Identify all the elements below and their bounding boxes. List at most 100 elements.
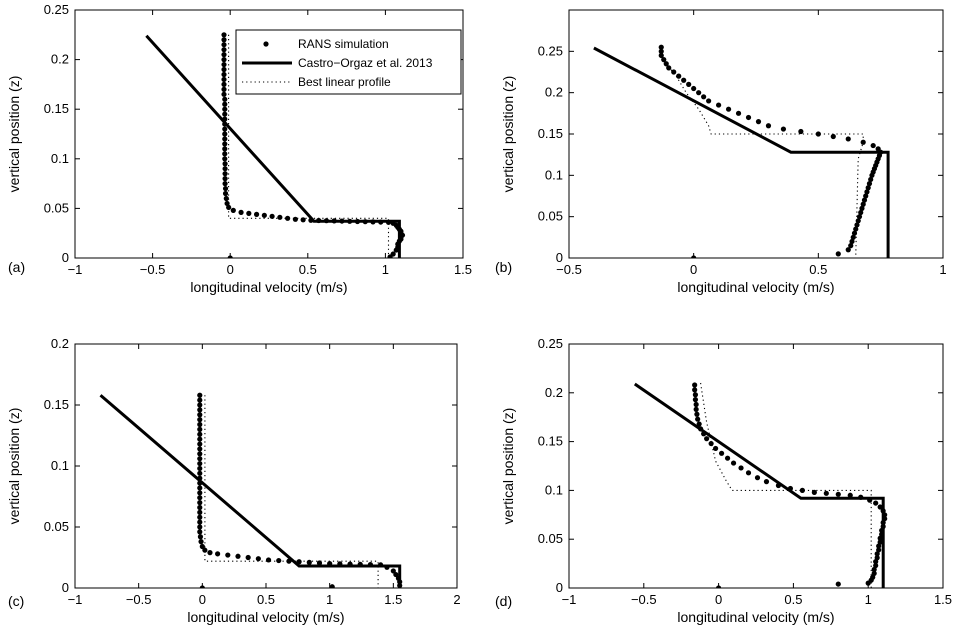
data-point	[874, 551, 880, 557]
x-tick-label: −1	[68, 592, 83, 607]
data-point	[671, 69, 677, 75]
data-point	[864, 189, 870, 195]
data-point	[730, 460, 737, 466]
data-point	[199, 543, 205, 550]
data-point	[869, 172, 875, 178]
x-tick-label: 1.5	[384, 592, 402, 607]
x-tick-label: 1	[939, 262, 946, 277]
data-point	[860, 139, 866, 145]
chart-panel-4: −1 −0.5 0 0.5 1 1.5 0 0.05 0.1 0.15 0.2 0.25 longitu…	[495, 336, 952, 625]
x-axis-label: longitudinal velocity (m/s)	[187, 609, 344, 625]
x-tick-label: −0.5	[140, 262, 166, 277]
x-tick-label: 1	[326, 592, 333, 607]
x-tick-label: 0.5	[784, 592, 802, 607]
data-point	[292, 216, 298, 222]
data-point	[855, 218, 861, 224]
data-point	[754, 475, 761, 481]
data-point	[681, 77, 687, 83]
data-point	[704, 436, 710, 442]
data-point	[306, 559, 312, 565]
data-point	[693, 406, 699, 412]
data-point	[745, 470, 752, 476]
data-point	[197, 534, 204, 540]
data-point	[708, 440, 714, 447]
data-point	[197, 417, 203, 423]
data-point	[863, 193, 869, 199]
data-point	[222, 171, 228, 177]
data-point	[835, 581, 841, 587]
axes-box	[74, 343, 458, 589]
data-point	[745, 114, 752, 121]
data-point	[661, 57, 667, 63]
data-point	[222, 185, 229, 192]
chart-panel-1: −1 −0.5 0 0.5 1 1.5 0 0.05 0.1 0.15 0.2 0.25 longitu…	[6, 2, 472, 295]
data-point	[222, 151, 228, 157]
y-tick-label: 0.2	[545, 85, 563, 100]
y-tick-label: 0.05	[44, 200, 69, 215]
x-tick-label: 1	[865, 592, 872, 607]
data-point	[755, 119, 762, 125]
data-point	[276, 557, 282, 564]
data-point	[227, 255, 233, 258]
data-point	[845, 247, 851, 253]
data-point	[215, 551, 221, 557]
x-tick-label: 2	[453, 592, 460, 607]
data-point	[197, 431, 203, 437]
y-tick-label: 0.1	[51, 458, 69, 473]
data-point	[693, 401, 699, 408]
data-point	[197, 495, 203, 501]
data-point	[874, 555, 880, 561]
data-point	[780, 126, 787, 132]
x-tick-label: 0.5	[299, 262, 317, 277]
data-point	[222, 131, 228, 137]
series-castro-orgaz-line	[633, 382, 885, 588]
data-point	[261, 212, 267, 218]
legend-entry: Castro−Orgaz et al. 2013	[298, 56, 433, 70]
data-point	[811, 489, 817, 495]
data-point	[692, 392, 699, 398]
data-point	[877, 535, 883, 541]
data-point	[197, 490, 203, 496]
plot-area	[593, 44, 890, 258]
data-point	[830, 133, 836, 140]
data-point	[197, 392, 203, 398]
x-tick-label: −0.5	[556, 262, 582, 277]
y-tick-label: 0.2	[545, 385, 563, 400]
y-tick-label: 0.25	[44, 2, 69, 17]
data-point	[197, 470, 203, 476]
data-point	[798, 128, 804, 135]
data-point	[865, 580, 871, 586]
data-point	[235, 553, 241, 559]
y-axis-label: vertical position (z)	[500, 76, 516, 193]
series-best-linear-profile	[700, 382, 872, 588]
data-point	[873, 559, 879, 565]
data-point	[222, 161, 228, 167]
data-point	[716, 585, 722, 588]
data-point	[221, 57, 227, 63]
data-point	[197, 519, 203, 525]
data-point	[390, 568, 396, 574]
data-point	[873, 500, 879, 506]
y-tick-label: 0	[556, 250, 563, 265]
plot-area	[99, 392, 403, 588]
data-point	[859, 205, 865, 211]
data-point	[658, 44, 664, 50]
x-tick-label: 0	[199, 592, 206, 607]
data-point	[835, 251, 841, 257]
panel-label: (a)	[8, 259, 25, 275]
data-point	[666, 65, 672, 71]
legend-entry: RANS simulation	[298, 37, 389, 51]
data-point	[197, 504, 203, 511]
data-point	[197, 426, 203, 432]
data-point	[877, 504, 883, 510]
data-point	[197, 514, 203, 520]
data-point	[197, 441, 203, 447]
data-point	[224, 200, 230, 207]
data-point	[725, 106, 732, 112]
data-point	[716, 102, 722, 108]
data-point	[692, 397, 699, 403]
data-point	[198, 539, 204, 545]
data-point	[222, 96, 228, 102]
data-point	[848, 243, 854, 249]
